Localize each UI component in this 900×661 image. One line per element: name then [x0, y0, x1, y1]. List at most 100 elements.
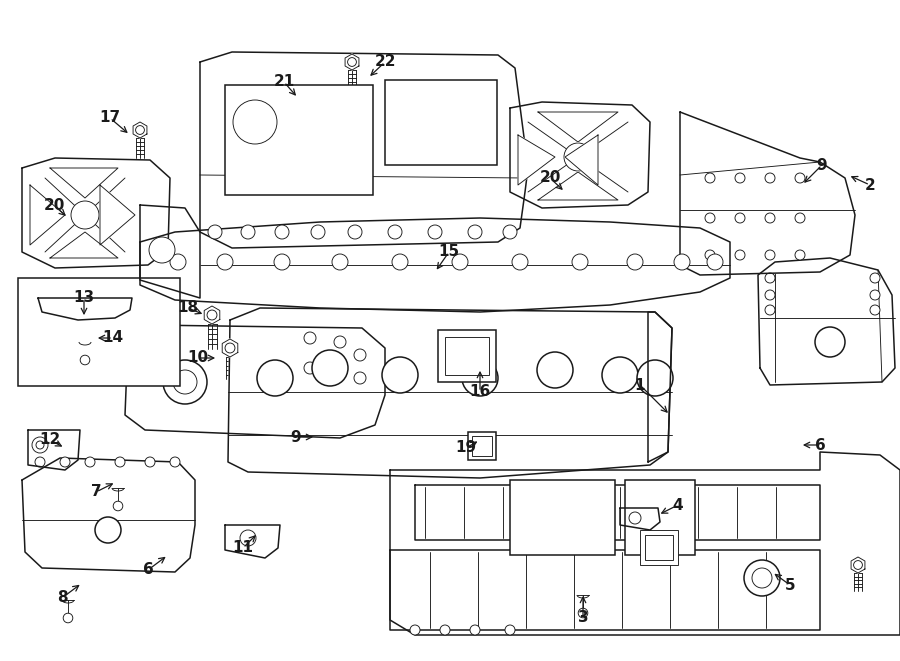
Circle shape: [332, 254, 348, 270]
Bar: [18, 278, 180, 386]
Polygon shape: [565, 135, 598, 185]
Circle shape: [163, 360, 207, 404]
Circle shape: [274, 254, 290, 270]
Circle shape: [36, 441, 44, 449]
Circle shape: [564, 143, 592, 171]
Circle shape: [354, 372, 366, 384]
Circle shape: [870, 273, 880, 283]
Circle shape: [388, 225, 402, 239]
Circle shape: [765, 213, 775, 223]
Circle shape: [334, 336, 346, 348]
Polygon shape: [538, 112, 618, 142]
Text: 6: 6: [142, 563, 153, 578]
Circle shape: [870, 305, 880, 315]
Circle shape: [752, 568, 772, 588]
Circle shape: [225, 343, 235, 353]
Polygon shape: [680, 112, 855, 275]
Bar: [645, 535, 673, 560]
Circle shape: [241, 225, 255, 239]
Circle shape: [233, 100, 277, 144]
Text: 17: 17: [99, 110, 121, 126]
Circle shape: [240, 530, 256, 546]
Circle shape: [705, 213, 715, 223]
Circle shape: [705, 173, 715, 183]
Circle shape: [311, 225, 325, 239]
Polygon shape: [222, 339, 238, 357]
Circle shape: [173, 370, 197, 394]
Bar: [510, 480, 615, 555]
Polygon shape: [200, 52, 528, 248]
Circle shape: [765, 290, 775, 300]
Text: 13: 13: [74, 290, 94, 305]
Text: 12: 12: [40, 432, 60, 447]
Circle shape: [217, 254, 233, 270]
Bar: [468, 432, 496, 460]
Polygon shape: [204, 306, 220, 324]
Circle shape: [512, 254, 528, 270]
Bar: [625, 480, 695, 555]
Polygon shape: [851, 557, 865, 573]
Polygon shape: [390, 452, 900, 635]
Polygon shape: [50, 168, 118, 198]
Polygon shape: [22, 458, 195, 572]
Circle shape: [347, 58, 356, 66]
Circle shape: [113, 501, 122, 511]
Circle shape: [354, 349, 366, 361]
Polygon shape: [140, 205, 200, 298]
Circle shape: [674, 254, 690, 270]
Circle shape: [63, 613, 73, 623]
Polygon shape: [125, 325, 385, 438]
Circle shape: [348, 225, 362, 239]
Circle shape: [705, 250, 715, 260]
Circle shape: [870, 290, 880, 300]
Circle shape: [275, 225, 289, 239]
Circle shape: [149, 237, 175, 263]
Circle shape: [795, 213, 805, 223]
Circle shape: [145, 457, 155, 467]
Circle shape: [410, 625, 420, 635]
Text: 1: 1: [634, 377, 645, 393]
Circle shape: [304, 362, 316, 374]
Circle shape: [735, 213, 745, 223]
Circle shape: [795, 173, 805, 183]
Bar: [385, 80, 497, 165]
Text: 2: 2: [865, 178, 876, 192]
Circle shape: [765, 173, 775, 183]
Bar: [472, 436, 492, 456]
Circle shape: [80, 355, 90, 365]
Circle shape: [815, 327, 845, 357]
Circle shape: [765, 273, 775, 283]
Text: 5: 5: [785, 578, 796, 592]
Text: 14: 14: [103, 330, 123, 346]
Polygon shape: [510, 102, 650, 208]
Text: 20: 20: [539, 171, 561, 186]
Circle shape: [795, 250, 805, 260]
Circle shape: [578, 608, 588, 618]
Polygon shape: [538, 172, 618, 200]
Text: 15: 15: [438, 245, 460, 260]
Circle shape: [744, 560, 780, 596]
Text: 3: 3: [578, 611, 589, 625]
Circle shape: [35, 457, 45, 467]
Circle shape: [95, 517, 121, 543]
Circle shape: [170, 254, 186, 270]
Polygon shape: [30, 185, 65, 245]
Circle shape: [503, 225, 517, 239]
Bar: [438, 330, 496, 382]
Text: 6: 6: [814, 438, 825, 453]
Text: 4: 4: [672, 498, 683, 512]
Circle shape: [440, 625, 450, 635]
Bar: [225, 85, 373, 195]
Circle shape: [71, 201, 99, 229]
Circle shape: [382, 357, 418, 393]
Text: 11: 11: [232, 541, 254, 555]
Text: 20: 20: [43, 198, 65, 212]
Text: 22: 22: [374, 54, 396, 69]
Circle shape: [853, 561, 862, 569]
Circle shape: [572, 254, 588, 270]
Text: 9: 9: [816, 157, 827, 173]
Polygon shape: [133, 122, 147, 138]
Circle shape: [627, 254, 643, 270]
Circle shape: [207, 310, 217, 320]
Circle shape: [32, 437, 48, 453]
